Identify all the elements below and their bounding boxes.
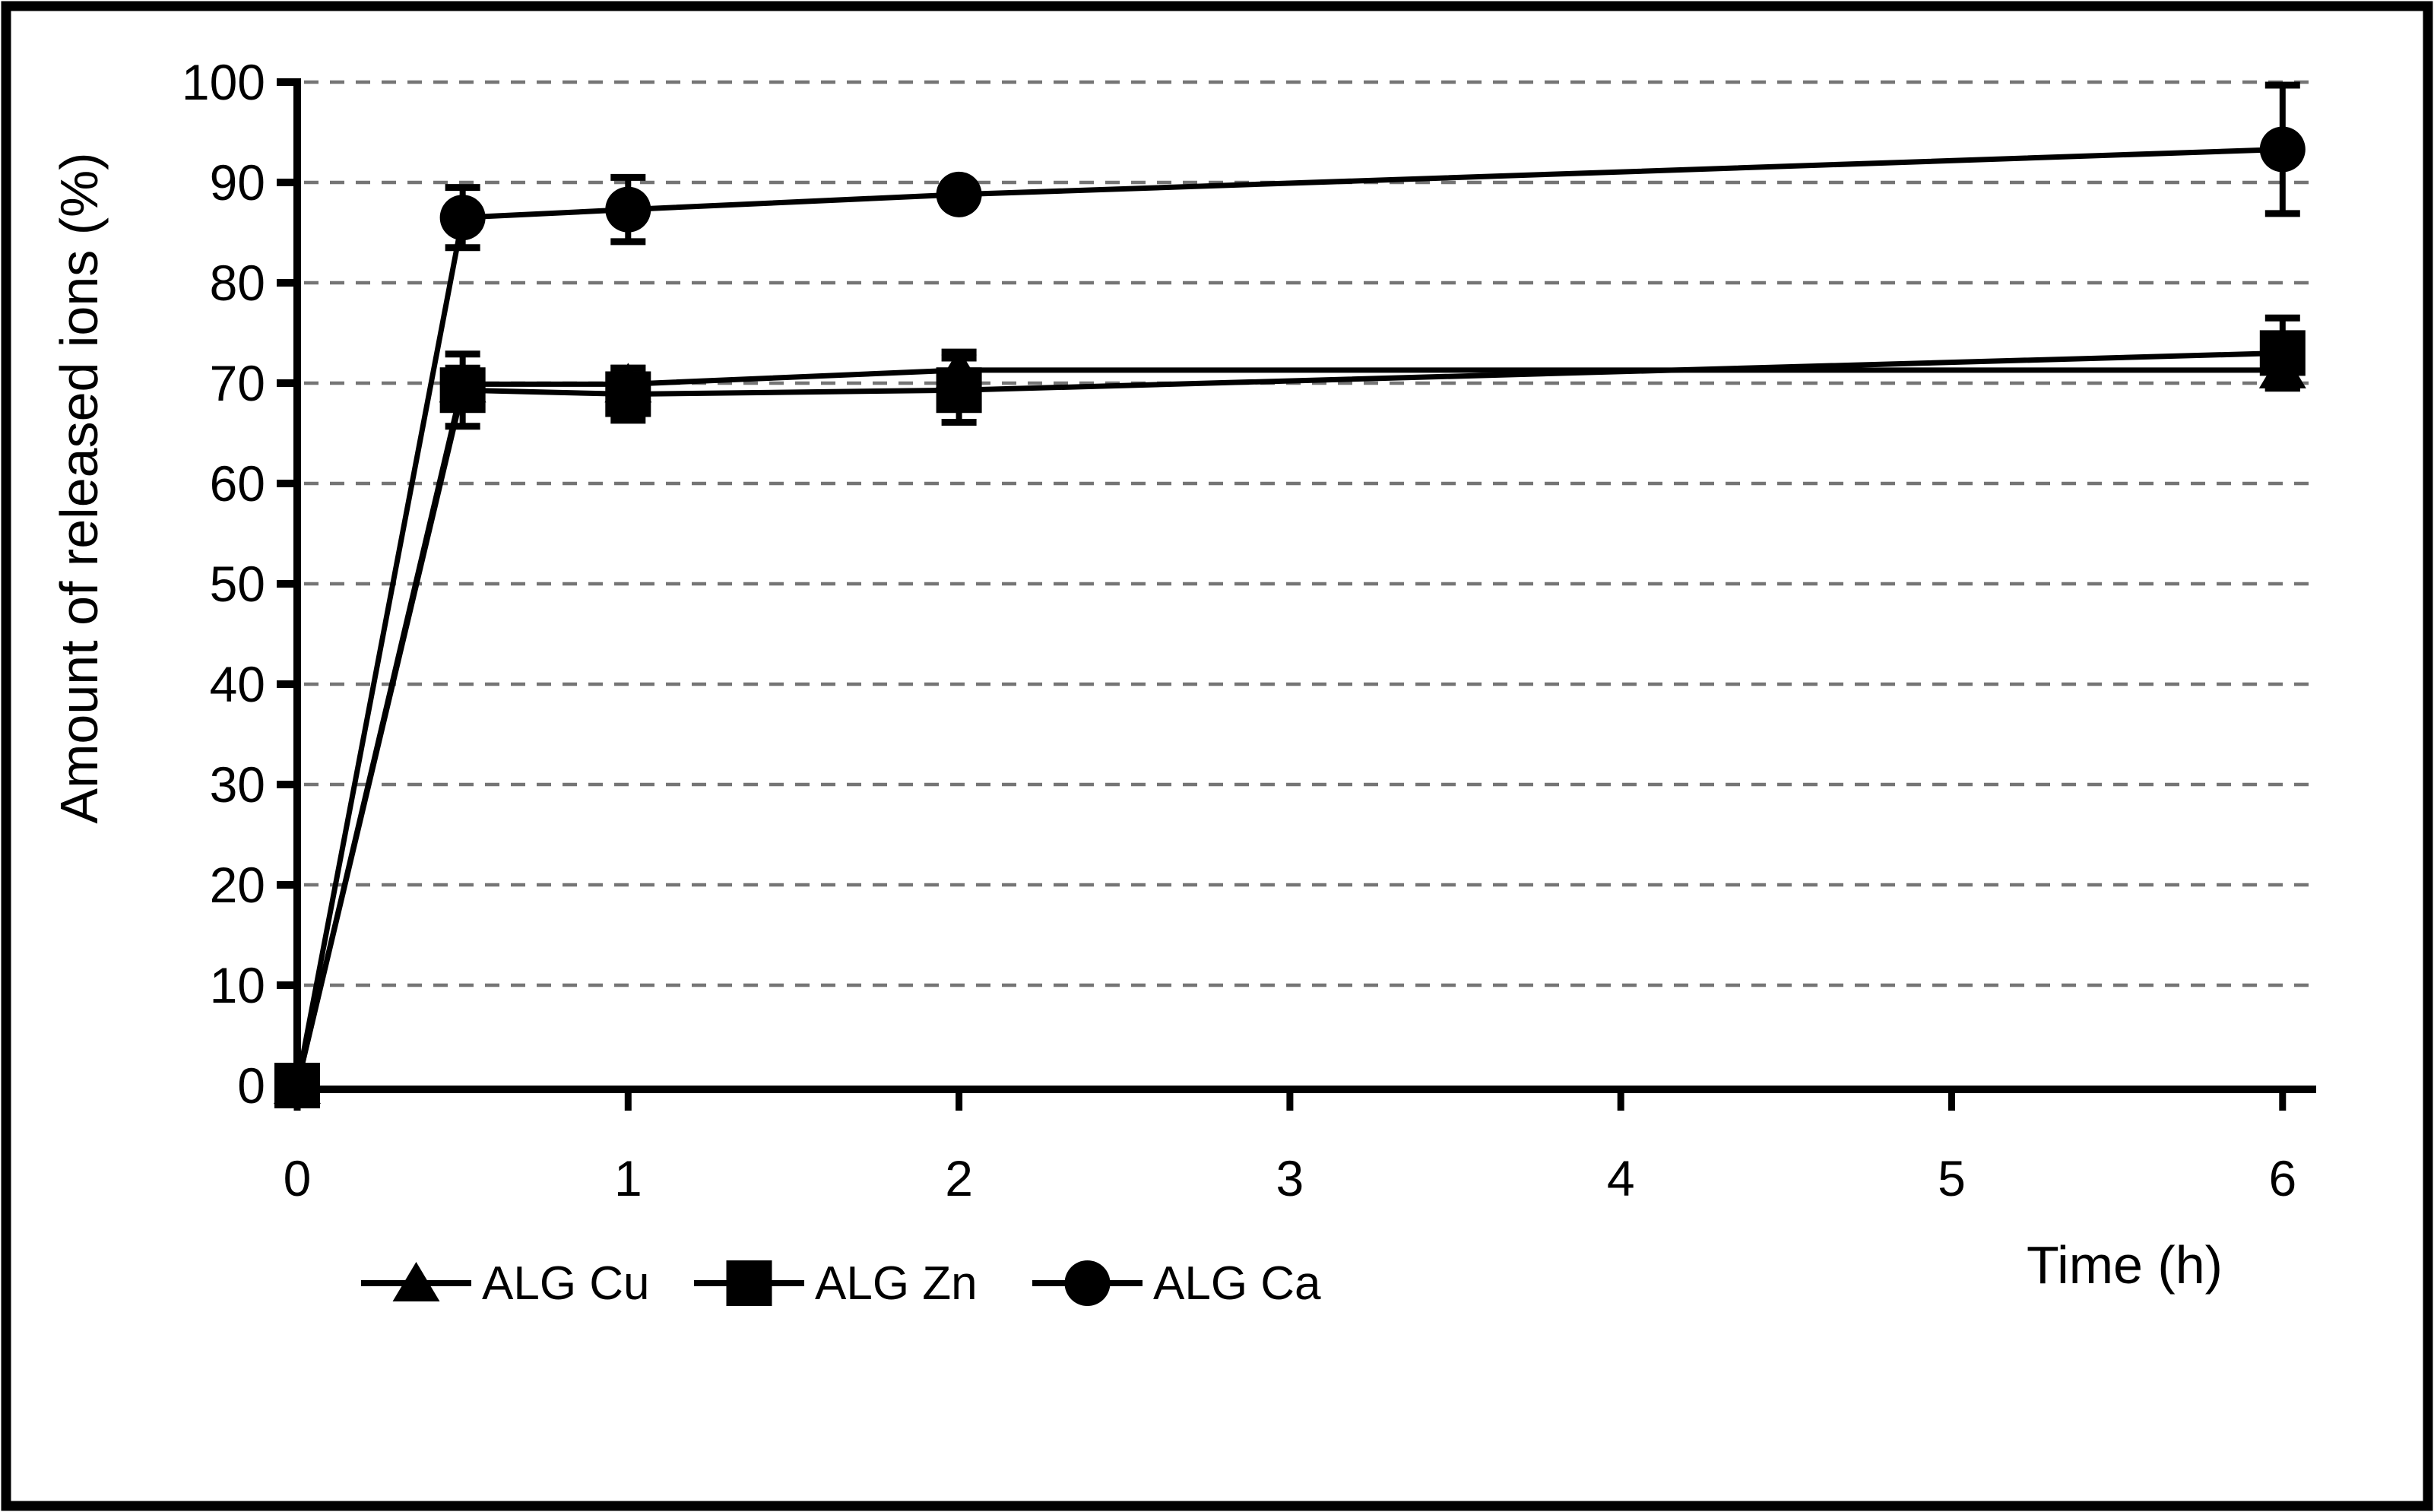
x-tick-label: 1 bbox=[614, 1150, 642, 1206]
x-tick-label: 6 bbox=[2268, 1150, 2296, 1206]
y-tick-label: 20 bbox=[210, 857, 265, 913]
circle-marker bbox=[936, 171, 982, 217]
x-axis-title: Time (h) bbox=[2027, 1235, 2223, 1295]
x-tick-label: 3 bbox=[1276, 1150, 1304, 1206]
y-tick-label: 0 bbox=[237, 1057, 265, 1114]
legend-square-icon bbox=[726, 1260, 772, 1306]
y-tick-label: 60 bbox=[210, 455, 265, 512]
square-marker bbox=[605, 371, 651, 417]
y-tick-label: 90 bbox=[210, 154, 265, 211]
square-marker bbox=[2259, 330, 2306, 376]
y-tick-label: 50 bbox=[210, 556, 265, 612]
y-tick-label: 100 bbox=[182, 54, 265, 110]
x-tick-label: 0 bbox=[284, 1150, 312, 1206]
axes bbox=[277, 78, 2316, 1111]
legend-label: ALG Zn bbox=[815, 1257, 978, 1310]
legend-item: ALG Cu bbox=[361, 1257, 650, 1310]
legend-label: ALG Cu bbox=[482, 1257, 650, 1310]
y-tick-label: 70 bbox=[210, 355, 265, 411]
circle-marker bbox=[439, 195, 486, 241]
tick-labels: 0 10 20 30 40 50 60 70 80 90 100 0 1 2 3 4 5 6 bbox=[182, 54, 2296, 1206]
legend-label: ALG Ca bbox=[1153, 1257, 1321, 1310]
x-tick-label: 4 bbox=[1607, 1150, 1635, 1206]
x-tick-label: 5 bbox=[1938, 1150, 1966, 1206]
data-series bbox=[274, 81, 2306, 1108]
y-tick-label: 40 bbox=[210, 656, 265, 712]
y-tick-label: 10 bbox=[210, 957, 265, 1013]
legend-item: ALG Ca bbox=[1032, 1257, 1321, 1310]
y-axis-title: Amount of released ions (%) bbox=[49, 152, 109, 823]
circle-marker bbox=[274, 1063, 320, 1108]
circle-marker bbox=[2259, 126, 2306, 173]
legend-triangle-icon bbox=[392, 1262, 440, 1301]
y-tick-label: 30 bbox=[210, 756, 265, 813]
circle-marker bbox=[605, 186, 651, 233]
x-tick-label: 2 bbox=[945, 1150, 973, 1206]
legend: ALG Cu ALG Zn ALG Ca bbox=[361, 1257, 1321, 1310]
legend-item: ALG Zn bbox=[694, 1257, 978, 1310]
legend-circle-icon bbox=[1064, 1260, 1111, 1306]
square-marker bbox=[439, 367, 486, 414]
square-marker bbox=[936, 367, 982, 414]
y-tick-label: 80 bbox=[210, 255, 265, 311]
